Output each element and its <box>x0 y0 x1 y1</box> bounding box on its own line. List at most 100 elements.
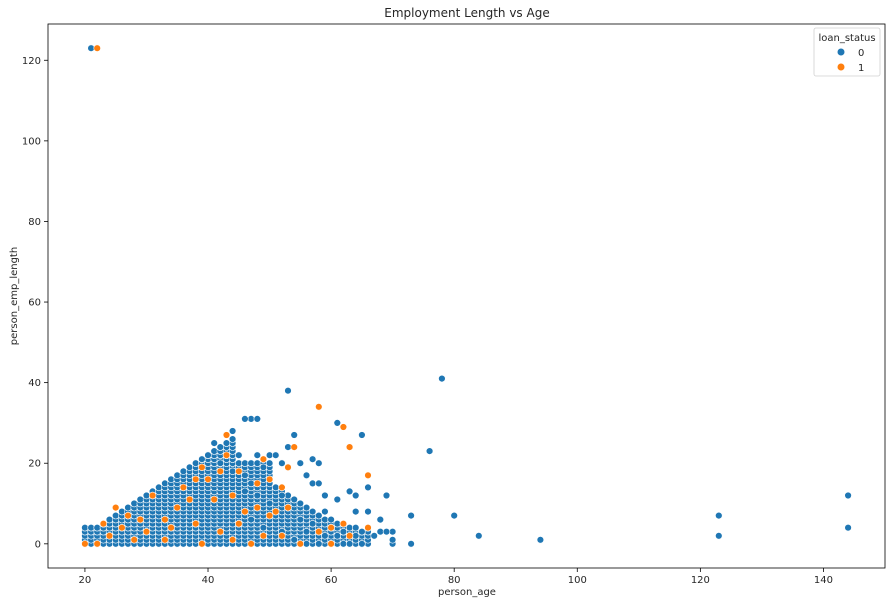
data-point-status-0 <box>352 491 360 500</box>
data-point-status-0 <box>167 475 175 483</box>
data-point-status-0 <box>315 459 323 467</box>
data-point-status-1 <box>228 536 237 544</box>
x-tick-label: 60 <box>325 575 338 586</box>
data-point-status-0 <box>315 479 323 488</box>
data-point-status-0 <box>228 467 237 475</box>
data-point-status-0 <box>241 459 249 467</box>
data-point-status-0 <box>321 507 329 516</box>
data-point-status-0 <box>450 511 458 520</box>
data-point-status-1 <box>118 523 126 532</box>
data-point-status-0 <box>358 540 366 548</box>
x-axis-title: person_age <box>438 587 496 598</box>
data-point-status-0 <box>198 455 206 463</box>
data-point-status-1 <box>173 503 181 512</box>
data-point-status-0 <box>388 536 397 544</box>
data-point-status-0 <box>136 495 145 504</box>
data-point-status-0 <box>715 532 723 540</box>
data-point-status-0 <box>284 491 292 500</box>
x-tick-label: 40 <box>202 575 215 586</box>
data-point-status-1 <box>192 519 200 528</box>
data-point-status-0 <box>333 519 341 528</box>
data-point-status-0 <box>111 511 120 520</box>
data-point-status-0 <box>308 479 317 488</box>
data-point-status-1 <box>142 527 151 536</box>
data-point-status-0 <box>161 479 169 488</box>
legend: loan_status 0 1 <box>813 27 881 77</box>
data-point-status-0 <box>352 532 360 540</box>
data-point-status-0 <box>265 451 274 459</box>
data-point-status-1 <box>105 532 114 540</box>
data-point-status-0 <box>321 515 329 524</box>
data-point-status-1 <box>93 44 101 52</box>
data-point-status-0 <box>118 507 126 516</box>
data-point-status-0 <box>370 532 378 540</box>
data-point-status-0 <box>302 527 311 536</box>
data-point-status-0 <box>179 467 188 475</box>
data-point-status-0 <box>290 431 298 439</box>
y-tick-label: 40 <box>28 378 41 389</box>
data-point-status-0 <box>259 523 268 532</box>
data-point-status-0 <box>278 491 286 500</box>
data-point-status-0 <box>265 459 274 467</box>
data-point-status-0 <box>105 515 114 524</box>
data-point-status-0 <box>302 540 311 548</box>
data-point-status-0 <box>308 519 317 528</box>
data-point-status-0 <box>93 523 101 532</box>
data-point-status-1 <box>327 540 335 548</box>
data-point-status-1 <box>345 532 354 540</box>
data-point-status-0 <box>247 415 255 423</box>
data-point-status-1 <box>167 523 175 532</box>
data-point-status-1 <box>130 536 138 544</box>
data-point-status-0 <box>253 451 261 459</box>
data-point-status-0 <box>210 439 218 447</box>
data-point-status-0 <box>376 515 384 524</box>
data-point-status-0 <box>376 527 384 536</box>
data-point-status-0 <box>290 495 298 504</box>
data-point-status-0 <box>204 451 212 459</box>
data-point-status-0 <box>327 515 335 524</box>
data-point-status-1 <box>315 403 323 411</box>
data-point-status-1 <box>290 443 298 451</box>
legend-marker-0 <box>837 48 845 56</box>
data-point-status-0 <box>407 511 415 520</box>
data-point-status-0 <box>475 532 483 540</box>
data-point-status-1 <box>99 519 108 528</box>
data-point-status-0 <box>253 415 261 423</box>
data-point-status-0 <box>81 523 89 532</box>
data-point-status-0 <box>210 447 218 455</box>
y-tick-label: 60 <box>28 298 41 309</box>
data-point-status-0 <box>345 487 354 496</box>
data-point-status-1 <box>198 540 206 548</box>
data-point-status-1 <box>216 467 225 475</box>
data-point-status-0 <box>241 471 249 479</box>
plot-frame <box>47 23 886 569</box>
data-point-status-0 <box>296 459 304 467</box>
data-point-status-1 <box>253 479 261 488</box>
data-point-status-1 <box>327 523 335 532</box>
data-point-status-0 <box>253 459 261 467</box>
data-point-status-0 <box>407 540 415 548</box>
data-point-status-0 <box>333 532 341 540</box>
data-point-status-0 <box>315 540 323 548</box>
data-point-status-0 <box>358 431 366 439</box>
data-point-status-0 <box>173 471 181 479</box>
data-point-status-1 <box>278 532 286 540</box>
data-point-status-1 <box>278 483 286 492</box>
data-point-status-0 <box>339 527 348 536</box>
data-point-status-1 <box>198 463 206 471</box>
data-point-status-0 <box>241 487 249 496</box>
data-point-status-0 <box>192 459 200 467</box>
data-point-status-1 <box>148 491 157 500</box>
data-point-status-0 <box>364 483 372 492</box>
data-point-status-0 <box>308 455 317 463</box>
data-point-status-0 <box>358 527 366 536</box>
data-point-status-1 <box>339 519 348 528</box>
y-tick-label: 0 <box>35 539 41 550</box>
data-point-status-1 <box>259 532 268 540</box>
data-point-status-0 <box>130 499 138 508</box>
data-point-status-0 <box>235 451 243 459</box>
data-point-status-0 <box>382 527 391 536</box>
data-point-status-0 <box>844 523 852 532</box>
data-point-status-1 <box>111 503 120 512</box>
